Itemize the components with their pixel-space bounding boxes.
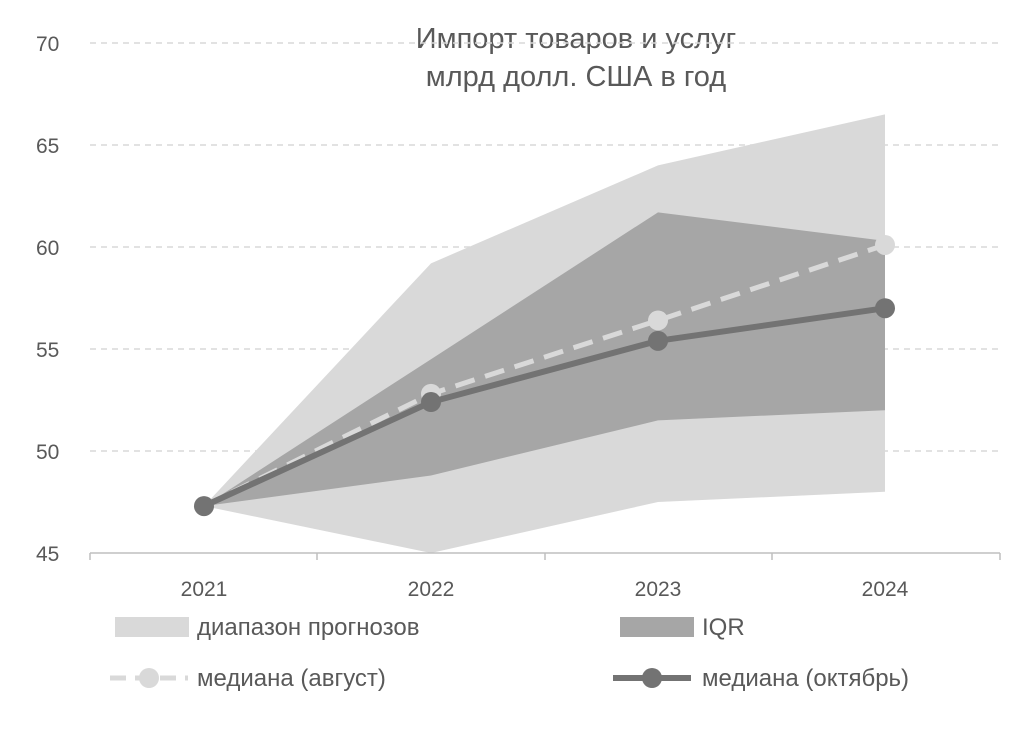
- x-tick-label: 2024: [862, 578, 909, 601]
- y-tick-label: 60: [36, 237, 59, 260]
- legend-item-median-august: медиана (август): [110, 665, 386, 692]
- y-tick-label: 70: [36, 33, 59, 56]
- x-tick-label: 2022: [408, 578, 455, 601]
- legend-swatch: [620, 617, 694, 637]
- series-median-october: [194, 298, 895, 517]
- x-axis-ticks: 2021 2022 2023 2024: [181, 578, 909, 601]
- x-axis: [89, 552, 1001, 560]
- data-point: [421, 392, 441, 413]
- y-tick-label: 55: [36, 339, 59, 362]
- data-point: [648, 310, 668, 331]
- chart-title: Импорт товаров и услуг млрд долл. США в …: [416, 23, 736, 93]
- legend-label: диапазон прогнозов: [197, 614, 419, 641]
- data-point: [648, 330, 668, 351]
- x-tick-label: 2023: [635, 578, 682, 601]
- chart-title-line-2: млрд долл. США в год: [426, 61, 726, 93]
- legend-marker: [642, 668, 662, 688]
- legend-item-median-october: медиана (октябрь): [613, 665, 909, 692]
- legend-label: медиана (октябрь): [702, 665, 909, 692]
- data-point: [875, 234, 895, 255]
- y-tick-label: 65: [36, 135, 59, 158]
- series: [194, 234, 895, 517]
- series-line: [202, 242, 886, 509]
- y-tick-label: 50: [36, 441, 59, 464]
- legend-label: медиана (август): [197, 665, 386, 692]
- band-iqr: [204, 212, 885, 507]
- series-line: [202, 305, 886, 509]
- legend: диапазон прогнозов IQR медиана (август) мед…: [110, 614, 909, 692]
- data-point: [194, 496, 214, 517]
- legend-swatch: [115, 617, 189, 637]
- y-tick-label: 45: [36, 543, 59, 566]
- y-axis-ticks: 45 50 55 60 65 70: [36, 33, 59, 566]
- legend-marker: [139, 668, 159, 688]
- chart-title-line-1: Импорт товаров и услуг: [416, 23, 736, 55]
- bands: [204, 114, 885, 554]
- legend-item-iqr: IQR: [620, 614, 745, 641]
- data-point: [875, 298, 895, 319]
- legend-label: IQR: [702, 614, 745, 641]
- x-tick-label: 2021: [181, 578, 228, 601]
- legend-item-forecast-range: диапазон прогнозов: [115, 614, 419, 641]
